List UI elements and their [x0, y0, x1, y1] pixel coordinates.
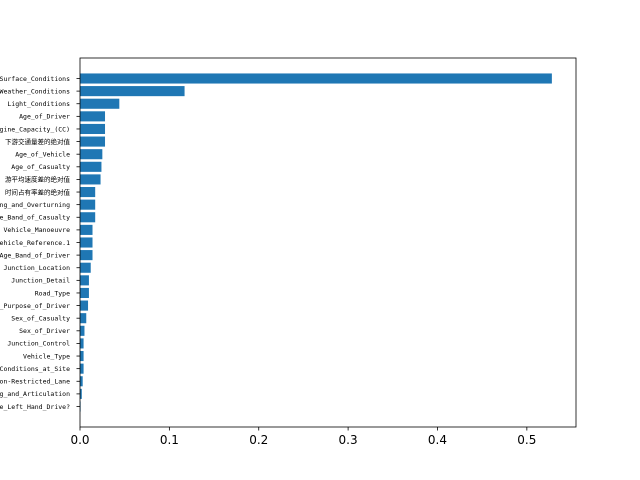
x-tick-label: 0.0 — [70, 433, 89, 447]
y-tick-label: Age_of_Vehicle — [15, 150, 70, 158]
x-tick-label: 0.1 — [160, 433, 179, 447]
y-tick-labels: d_Surface_Conditions Weather_Conditions Li… — [0, 75, 80, 411]
y-tick-label: Age_Band_of_Casualty — [0, 214, 70, 222]
y-tick-label: Engine_Capacity_(CC) — [0, 125, 70, 133]
bar — [80, 262, 91, 273]
x-tick-label: 0.5 — [517, 433, 536, 447]
bar — [80, 237, 93, 248]
bar — [80, 186, 96, 198]
bar — [80, 136, 106, 147]
y-tick-label: d_Surface_Conditions — [0, 75, 70, 83]
y-tick-label: ing_and_Articulation — [0, 390, 70, 398]
y-tick-label: Weather_Conditions — [0, 87, 70, 95]
y-tick-label: Age_Band_of_Driver — [0, 251, 70, 259]
bar — [80, 73, 552, 84]
bars-group — [80, 73, 552, 412]
bar — [80, 123, 106, 135]
y-tick-label: Road_Type — [35, 289, 70, 297]
y-tick-label: 下游交通量差的绝对值 — [5, 137, 71, 146]
bar — [80, 199, 96, 210]
y-tick-label: tion-Restricted_Lane — [0, 378, 70, 386]
bar — [80, 212, 96, 223]
x-tick-label: 0.2 — [249, 433, 268, 447]
y-tick-label: 时间占有率差的绝对值 — [5, 187, 71, 196]
bar — [80, 350, 84, 362]
y-tick-label: Age_of_Casualty — [11, 163, 70, 171]
y-tick-label: Vehicle_Type — [23, 352, 70, 360]
bar — [80, 149, 103, 160]
bar — [80, 161, 102, 172]
y-tick-label: Vehicle_Manoeuvre — [3, 226, 70, 234]
bar — [80, 300, 89, 311]
y-tick-label: Vehicle_Reference.1 — [0, 239, 70, 247]
bar — [80, 98, 120, 109]
bar — [80, 287, 89, 299]
bar — [80, 86, 185, 97]
y-tick-label: Sex_of_Casualty — [11, 314, 70, 322]
bar — [80, 111, 106, 122]
bar — [80, 224, 93, 235]
x-axis: 0.0 0.1 0.2 0.3 0.4 0.5 — [70, 427, 536, 447]
bar — [80, 325, 85, 336]
bar — [80, 313, 87, 324]
y-tick-label: l_Conditions_at_Site — [0, 365, 70, 373]
y-tick-label: Junction_Location — [3, 264, 70, 272]
bar — [80, 363, 84, 374]
bar — [80, 376, 83, 387]
y-tick-label: Sex_of_Driver — [19, 327, 70, 335]
y-tick-label: Light_Conditions — [7, 100, 70, 108]
bar — [80, 250, 93, 261]
bar — [80, 388, 82, 399]
y-tick-label: Junction_Control — [7, 340, 70, 348]
y-tick-label: cle_Left_Hand_Drive? — [0, 403, 70, 411]
y-tick-label: 游平均速度差的绝对值 — [5, 175, 71, 184]
x-tick-label: 0.4 — [428, 433, 447, 447]
bar — [80, 174, 101, 185]
y-tick-label: Junction_Detail — [11, 277, 70, 285]
y-tick-label: ding_and_Overturning — [0, 201, 70, 209]
y-tick-label: Age_of_Driver — [19, 113, 70, 121]
x-tick-label: 0.3 — [339, 433, 358, 447]
y-tick-label: ey_Purpose_of_Driver — [0, 302, 70, 310]
bar — [80, 275, 89, 286]
axes-frame — [79, 57, 577, 428]
bar — [80, 338, 84, 349]
